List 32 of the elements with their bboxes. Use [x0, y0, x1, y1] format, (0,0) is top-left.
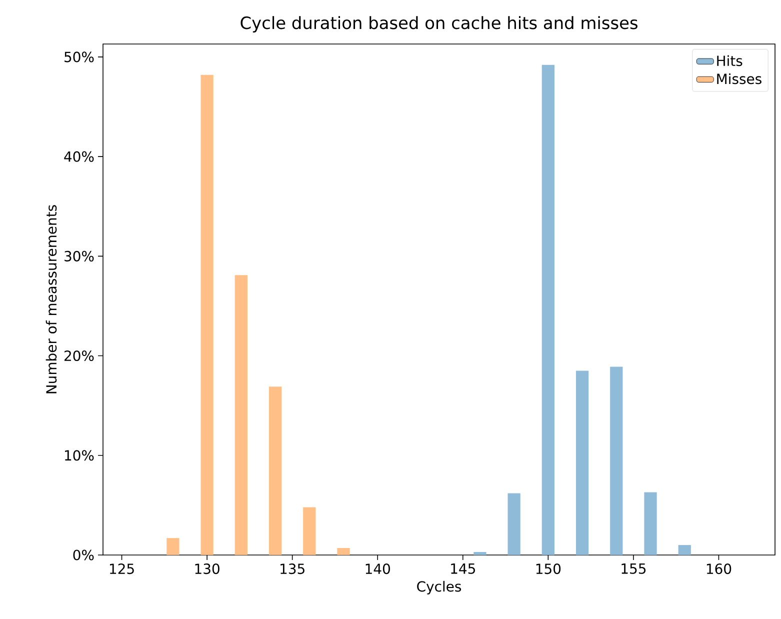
bar — [576, 370, 589, 555]
bar — [644, 492, 657, 555]
x-axis-title: Cycles — [417, 580, 462, 594]
bar — [474, 552, 486, 555]
x-tick-label: 125 — [110, 564, 134, 574]
bar — [303, 507, 316, 555]
bar — [166, 538, 180, 555]
y-tick-label: 50% — [64, 52, 94, 62]
bar — [268, 386, 282, 555]
bar — [610, 366, 623, 555]
bar — [200, 74, 214, 555]
bar — [508, 493, 520, 555]
x-tick-label: 150 — [536, 564, 561, 574]
x-tick-label: 140 — [366, 564, 390, 574]
x-tick-label: 155 — [622, 564, 646, 574]
x-tick-label: 135 — [280, 564, 304, 574]
y-tick-label: 30% — [64, 250, 94, 262]
chart-title: Cycle duration based on cache hits and misses — [240, 16, 638, 32]
x-tick-label: 145 — [451, 564, 475, 574]
y-tick-label: 0% — [73, 550, 94, 560]
x-tick-label: 160 — [706, 564, 732, 574]
bar — [234, 275, 248, 555]
legend-label: Misses — [717, 73, 762, 84]
y-axis-title: Number of meassurements — [46, 205, 57, 394]
legend-label: Hits — [717, 55, 742, 66]
x-tick-label: 130 — [195, 564, 220, 574]
bar — [678, 545, 691, 555]
y-tick-label: 40% — [64, 151, 94, 162]
y-tick-label: 20% — [64, 350, 94, 362]
y-tick-label: 10% — [65, 450, 94, 461]
bar — [542, 64, 554, 555]
bar — [337, 548, 350, 555]
